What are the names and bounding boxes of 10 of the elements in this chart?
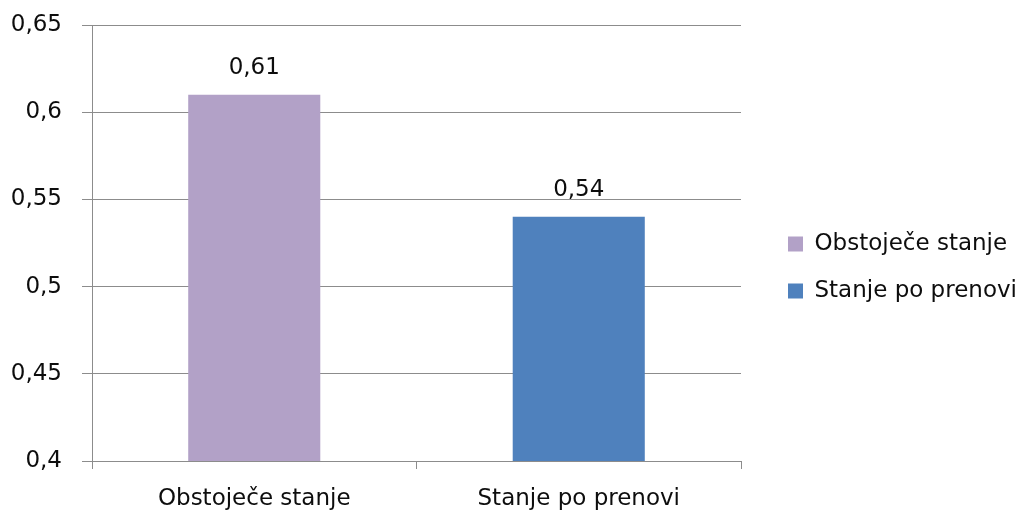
y-tick-label: 0,5 xyxy=(25,271,62,298)
data-label: 0,54 xyxy=(553,174,605,201)
data-label: 0,61 xyxy=(228,52,280,79)
legend-label: Obstoječe stanje xyxy=(814,228,1008,255)
y-tick-label: 0,6 xyxy=(25,97,62,124)
y-tick-label: 0,65 xyxy=(10,9,62,36)
y-tick-label: 0,45 xyxy=(10,358,62,385)
y-tick-label: 0,55 xyxy=(10,184,62,211)
y-tick-label: 0,4 xyxy=(25,445,62,472)
legend-label: Stanje po prenovi xyxy=(814,275,1017,302)
